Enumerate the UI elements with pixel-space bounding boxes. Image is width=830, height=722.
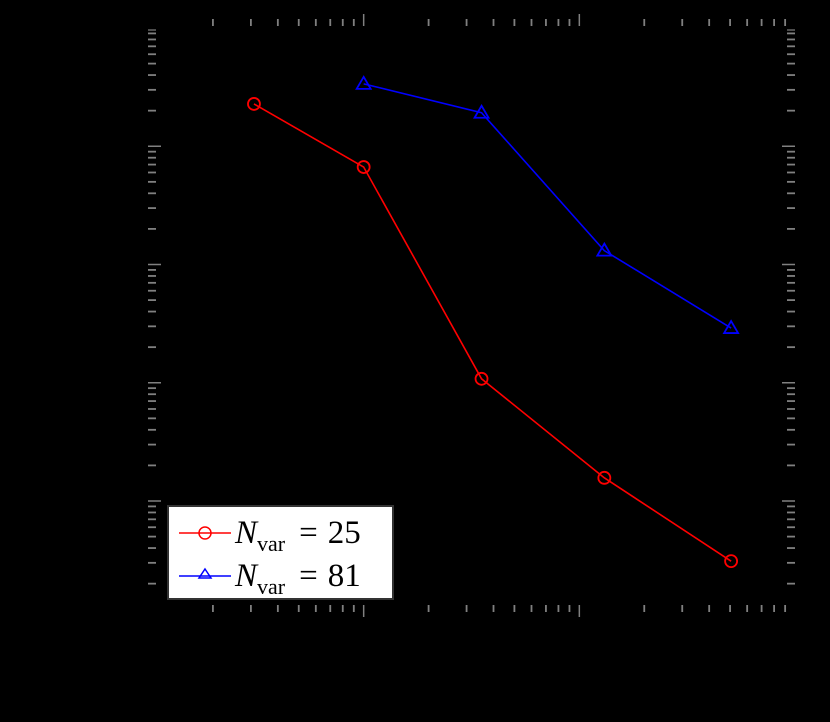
- series-nvar-81: [355, 75, 740, 334]
- triangle-marker-icon: [595, 241, 613, 257]
- circle-marker-icon: [597, 470, 612, 485]
- legend-item-nvar-81: Nvar = 81: [169, 556, 392, 599]
- legend-label: Nvar = 81: [235, 558, 361, 599]
- circle-marker-icon: [179, 526, 231, 540]
- legend-item-nvar-25: Nvar = 25: [169, 513, 392, 556]
- legend-label: Nvar = 25: [235, 515, 361, 556]
- x-axis-ticks: [212, 14, 787, 617]
- triangle-marker-icon: [179, 567, 231, 579]
- circle-marker-icon: [356, 160, 371, 174]
- circle-marker-icon: [474, 371, 489, 386]
- y-axis-ticks: [148, 29, 795, 585]
- triangle-marker-icon: [722, 319, 740, 334]
- series-nvar-25: [247, 97, 739, 569]
- plot-series: [247, 75, 740, 569]
- triangle-marker-icon: [472, 103, 491, 119]
- circle-marker-icon: [724, 554, 739, 569]
- triangle-marker-icon: [355, 75, 373, 90]
- circle-marker-icon: [247, 97, 261, 111]
- legend: Nvar = 25 Nvar = 81: [167, 505, 394, 600]
